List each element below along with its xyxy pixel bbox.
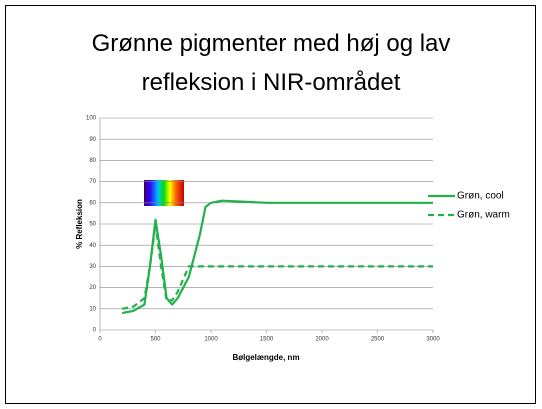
y-tick-label: 20 <box>89 285 96 291</box>
spectrum-image <box>144 180 184 206</box>
x-tick-label: 500 <box>150 337 161 343</box>
chart-title: Grønne pigmenter med høj og lav refleksio… <box>92 30 451 96</box>
y-tick-label: 60 <box>89 200 96 206</box>
y-tick-label: 80 <box>89 158 96 164</box>
y-tick-label: 50 <box>89 222 96 228</box>
x-axis-label: Bølgelængde, nm <box>232 353 299 362</box>
x-tick-label: 2000 <box>315 337 329 343</box>
y-tick-label: 100 <box>86 116 97 122</box>
y-tick-label: 90 <box>89 137 96 143</box>
y-tick-label: 40 <box>89 243 96 249</box>
y-tick-label: 30 <box>89 264 96 270</box>
y-axis-label: % Refleksion <box>75 199 84 249</box>
x-tick-label: 0 <box>98 337 102 343</box>
x-tick-label: 3000 <box>426 337 440 343</box>
series-line <box>121 222 433 310</box>
slide-border <box>5 5 536 404</box>
legend-label: Grøn, warm <box>457 210 510 221</box>
x-tick-label: 1000 <box>204 337 218 343</box>
x-tick-label: 2500 <box>371 337 385 343</box>
x-tick-label: 1500 <box>260 337 274 343</box>
legend-label: Grøn, cool <box>457 191 504 202</box>
y-tick-label: 10 <box>89 306 96 312</box>
y-tick-label: 0 <box>93 328 97 334</box>
y-tick-label: 70 <box>89 179 96 185</box>
